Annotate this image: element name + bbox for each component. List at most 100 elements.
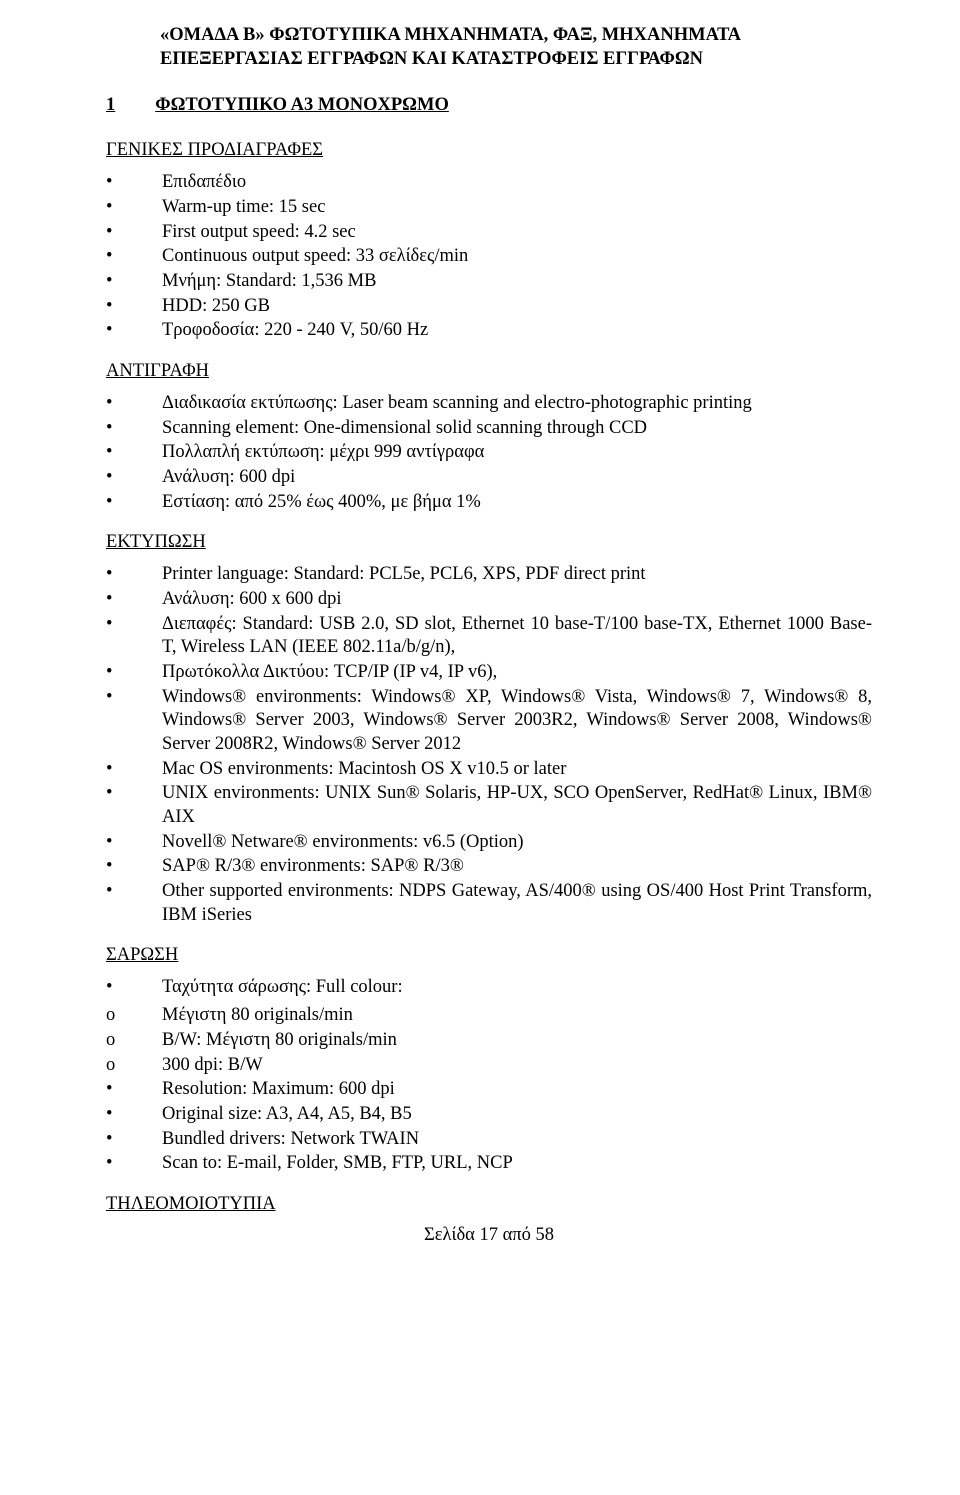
list-item: •HDD: 250 GB [106, 295, 872, 319]
list-item: •Continuous output speed: 33 σελίδες/min [106, 245, 872, 269]
bullet-icon: • [106, 563, 162, 587]
list-item: •Μνήμη: Standard: 1,536 MB [106, 270, 872, 294]
list-item-text: Original size: A3, A4, A5, B4, B5 [162, 1103, 872, 1127]
sublist-mark: o [106, 1029, 162, 1053]
bullet-icon: • [106, 880, 162, 927]
list-item: • SAP® R/3® environments: SAP® R/3® [106, 855, 872, 879]
list-item: •Printer language: Standard: PCL5e, PCL6… [106, 563, 872, 587]
sublist-mark: o [106, 1054, 162, 1078]
list-item: •Other supported environments: NDPS Gate… [106, 880, 872, 927]
list-item-text: Διεπαφές: Standard: USB 2.0, SD slot, Et… [162, 613, 872, 660]
list-item-text: Warm-up time: 15 sec [162, 196, 872, 220]
list-item: •Scan to: E-mail, Folder, SMB, FTP, URL,… [106, 1152, 872, 1176]
list-item: •First output speed: 4.2 sec [106, 221, 872, 245]
list-item-text: Επιδαπέδιο [162, 171, 872, 195]
list-item: •Warm-up time: 15 sec [106, 196, 872, 220]
list-item: •Ταχύτητα σάρωσης: Full colour: [106, 976, 872, 1000]
bullet-icon: • [106, 758, 162, 782]
scan-list: •Ταχύτητα σάρωσης: Full colour: [106, 976, 872, 1000]
document-title: «ΟΜΑΔΑ Β» ΦΩΤΟΤΥΠΙΚΑ ΜΗΧΑΝΗΜΑΤΑ, ΦΑΞ, ΜΗ… [106, 24, 872, 71]
list-item-text: Other supported environments: NDPS Gatew… [162, 880, 872, 927]
list-item-text: Ταχύτητα σάρωσης: Full colour: [162, 976, 872, 1000]
list-item-text: Πολλαπλή εκτύπωση: μέχρι 999 αντίγραφα [162, 441, 872, 465]
list-item: •Scanning element: One-dimensional solid… [106, 417, 872, 441]
section-heading-copy: ΑΝΤΙΓΡΑΦΗ [106, 361, 872, 382]
sublist-text: 300 dpi: B/W [162, 1054, 872, 1078]
sublist-text: Μέγιστη 80 originals/min [162, 1004, 872, 1028]
bullet-icon: • [106, 295, 162, 319]
bullet-icon: • [106, 270, 162, 294]
general-list: •Επιδαπέδιο •Warm-up time: 15 sec •First… [106, 171, 872, 343]
section-heading-print: ΕΚΤΥΠΩΣΗ [106, 532, 872, 553]
list-item-text: Bundled drivers: Network TWAIN [162, 1128, 872, 1152]
list-item-text: Novell® Netware® environments: v6.5 (Opt… [162, 831, 872, 855]
list-item-text: Continuous output speed: 33 σελίδες/min [162, 245, 872, 269]
list-item: •Διαδικασία εκτύπωσης: Laser beam scanni… [106, 392, 872, 416]
bullet-icon: • [106, 686, 162, 757]
list-item-text: Windows® environments: Windows® XP, Wind… [162, 686, 872, 757]
page-footer: Σελίδα 17 από 58 [106, 1225, 872, 1246]
scan-sublist: oΜέγιστη 80 originals/min oB/W: Μέγιστη … [106, 1004, 872, 1077]
sublist-text: B/W: Μέγιστη 80 originals/min [162, 1029, 872, 1053]
list-item: •Windows® environments: Windows® XP, Win… [106, 686, 872, 757]
bullet-icon: • [106, 1078, 162, 1102]
list-item-text: Ανάλυση: 600 dpi [162, 466, 872, 490]
list-item-text: First output speed: 4.2 sec [162, 221, 872, 245]
bullet-icon: • [106, 1103, 162, 1127]
list-item: •Διεπαφές: Standard: USB 2.0, SD slot, E… [106, 613, 872, 660]
list-item: •Πολλαπλή εκτύπωση: μέχρι 999 αντίγραφα [106, 441, 872, 465]
document-page: «ΟΜΑΔΑ Β» ΦΩΤΟΤΥΠΙΚΑ ΜΗΧΑΝΗΜΑΤΑ, ΦΑΞ, ΜΗ… [0, 0, 960, 1495]
bullet-icon: • [106, 1152, 162, 1176]
bullet-icon: • [106, 171, 162, 195]
list-item-text: Resolution: Maximum: 600 dpi [162, 1078, 872, 1102]
bullet-icon: • [106, 221, 162, 245]
bullet-icon: • [106, 196, 162, 220]
list-item-text: HDD: 250 GB [162, 295, 872, 319]
title-line-1: «ΟΜΑΔΑ Β» ΦΩΤΟΤΥΠΙΚΑ ΜΗΧΑΝΗΜΑΤΑ, ΦΑΞ, ΜΗ… [160, 24, 872, 48]
sublist-mark: o [106, 1004, 162, 1028]
bullet-icon: • [106, 855, 162, 879]
list-item-text: Mac OS environments: Macintosh OS X v10.… [162, 758, 872, 782]
list-item-text: Printer language: Standard: PCL5e, PCL6,… [162, 563, 872, 587]
bullet-icon: • [106, 466, 162, 490]
list-item-text: UNIX environments: UNIX Sun® Solaris, HP… [162, 782, 872, 829]
list-item-text: Πρωτόκολλα Δικτύου: TCP/IP (IP v4, IP v6… [162, 661, 872, 685]
list-item: •Bundled drivers: Network TWAIN [106, 1128, 872, 1152]
bullet-icon: • [106, 319, 162, 343]
list-item-text: Scanning element: One-dimensional solid … [162, 417, 872, 441]
copy-list: •Διαδικασία εκτύπωσης: Laser beam scanni… [106, 392, 872, 514]
item-heading: 1 ΦΩΤΟΤΥΠΙΚΟ Α3 ΜΟΝΟΧΡΩΜΟ [106, 95, 872, 116]
list-item-text: Τροφοδοσία: 220 - 240 V, 50/60 Hz [162, 319, 872, 343]
list-item: •Original size: A3, A4, A5, B4, B5 [106, 1103, 872, 1127]
list-item: •Επιδαπέδιο [106, 171, 872, 195]
list-item: •Πρωτόκολλα Δικτύου: TCP/IP (IP v4, IP v… [106, 661, 872, 685]
list-item: •Resolution: Maximum: 600 dpi [106, 1078, 872, 1102]
item-label: ΦΩΤΟΤΥΠΙΚΟ Α3 ΜΟΝΟΧΡΩΜΟ [155, 95, 449, 116]
bullet-icon: • [106, 392, 162, 416]
list-item: • UNIX environments: UNIX Sun® Solaris, … [106, 782, 872, 829]
bullet-icon: • [106, 976, 162, 1000]
sublist-item: oB/W: Μέγιστη 80 originals/min [106, 1029, 872, 1053]
list-item-text: SAP® R/3® environments: SAP® R/3® [162, 855, 872, 879]
list-item-text: Εστίαση: από 25% έως 400%, με βήμα 1% [162, 491, 872, 515]
list-item: •Ανάλυση: 600 dpi [106, 466, 872, 490]
bullet-icon: • [106, 661, 162, 685]
sublist-item: o300 dpi: B/W [106, 1054, 872, 1078]
list-item-text: Διαδικασία εκτύπωσης: Laser beam scannin… [162, 392, 872, 416]
bullet-icon: • [106, 245, 162, 269]
section-heading-scan: ΣΑΡΩΣΗ [106, 945, 872, 966]
list-item: •Εστίαση: από 25% έως 400%, με βήμα 1% [106, 491, 872, 515]
title-line-2: ΕΠΕΞΕΡΓΑΣΙΑΣ ΕΓΓΡΑΦΩΝ ΚΑΙ ΚΑΤΑΣΤΡΟΦΕΙΣ Ε… [160, 48, 872, 72]
section-heading-fax: ΤΗΛΕΟΜΟΙΟΤΥΠΙΑ [106, 1194, 872, 1215]
bullet-icon: • [106, 441, 162, 465]
list-item-text: Μνήμη: Standard: 1,536 MB [162, 270, 872, 294]
bullet-icon: • [106, 588, 162, 612]
bullet-icon: • [106, 417, 162, 441]
list-item: • Mac OS environments: Macintosh OS X v1… [106, 758, 872, 782]
bullet-icon: • [106, 782, 162, 829]
list-item-text: Ανάλυση: 600 x 600 dpi [162, 588, 872, 612]
print-list: •Printer language: Standard: PCL5e, PCL6… [106, 563, 872, 927]
bullet-icon: • [106, 491, 162, 515]
list-item-text: Scan to: E-mail, Folder, SMB, FTP, URL, … [162, 1152, 872, 1176]
bullet-icon: • [106, 831, 162, 855]
